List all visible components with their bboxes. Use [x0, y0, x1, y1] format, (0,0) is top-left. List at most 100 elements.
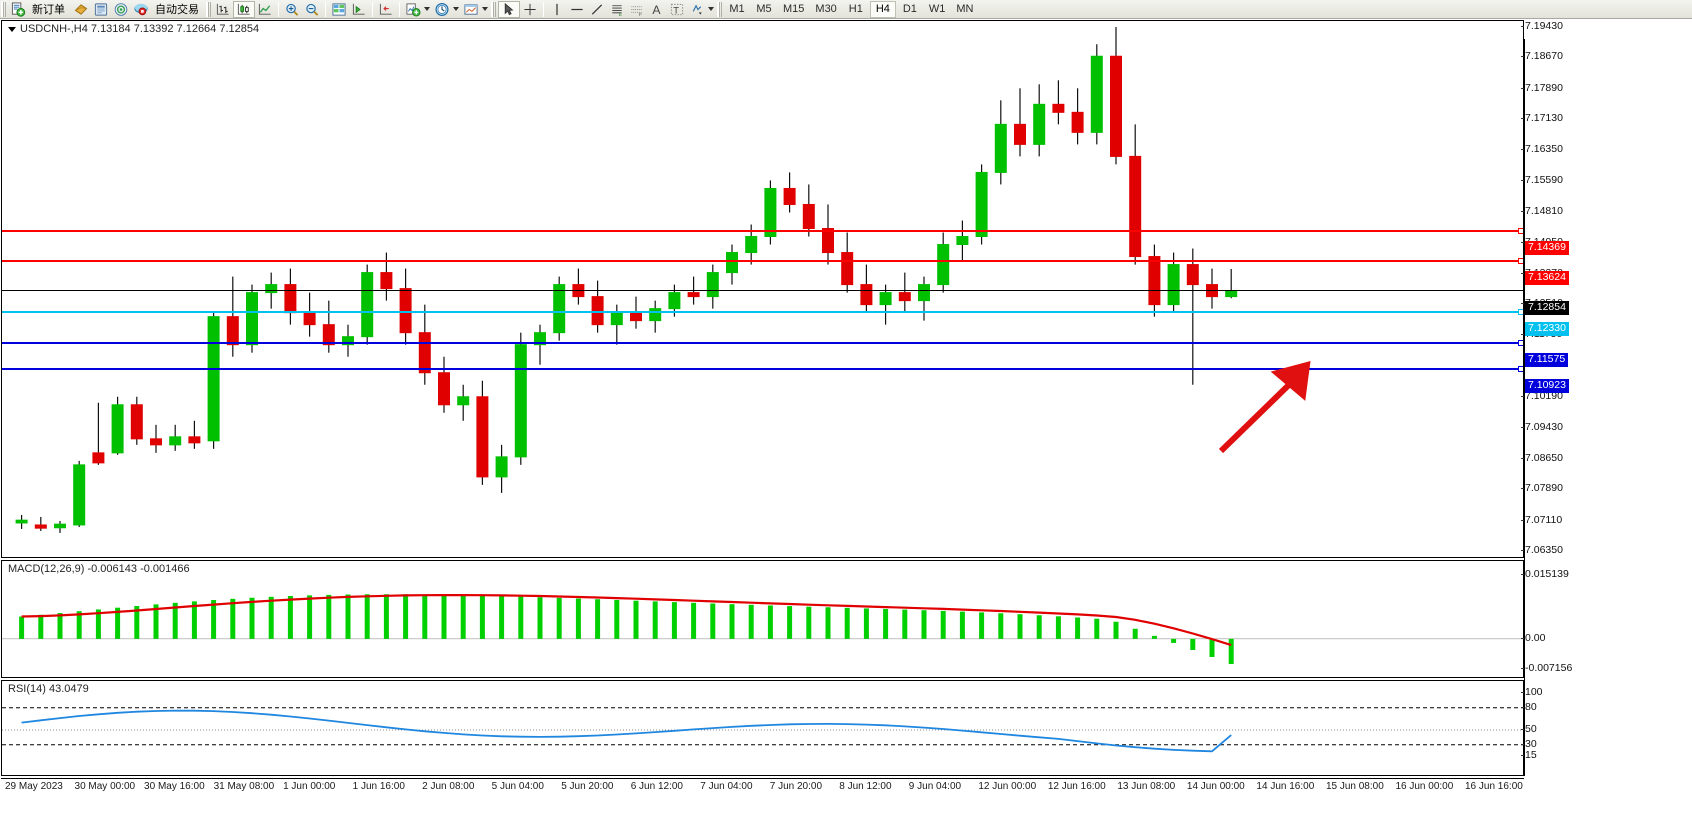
rsi-label: RSI(14) 43.0479 — [7, 683, 90, 695]
svg-text:E: E — [619, 12, 622, 17]
level-handle[interactable] — [1518, 309, 1523, 316]
period-button[interactable] — [432, 1, 461, 18]
text-icon: A — [652, 3, 661, 17]
signals-button[interactable] — [111, 1, 131, 18]
level-line-support-blue-lower[interactable] — [2, 365, 1523, 372]
bar-chart-button[interactable] — [213, 1, 233, 18]
level-line-resistance-red-upper[interactable] — [2, 227, 1523, 234]
templates-button[interactable] — [461, 1, 490, 18]
symbol-caret-icon[interactable] — [8, 26, 16, 32]
price-scale-axis — [1524, 39, 1525, 776]
toolbar-grip-2[interactable] — [206, 1, 211, 17]
candlestick-chart-button[interactable] — [233, 0, 255, 18]
equidistant-channel-button[interactable]: F — [627, 1, 647, 18]
macd-tick: -0.007156 — [1520, 662, 1573, 674]
text-button[interactable]: A — [647, 1, 667, 18]
line-chart-icon — [258, 3, 271, 15]
chart-area[interactable]: USDCNH-,H4 7.13184 7.13392 7.12664 7.128… — [0, 19, 1692, 837]
timeframe-d1[interactable]: D1 — [902, 3, 917, 15]
toolbar-grip-3[interactable] — [491, 1, 496, 17]
level-line-resistance-red-lower[interactable] — [2, 257, 1523, 264]
timeframe-m15[interactable]: M15 — [783, 3, 805, 15]
timeframe-w1[interactable]: W1 — [928, 3, 946, 15]
price-tick: 7.09430 — [1521, 420, 1563, 433]
indicators-icon — [406, 2, 421, 17]
trendline-button[interactable] — [587, 1, 607, 18]
time-label: 8 Jun 12:00 — [839, 781, 892, 792]
time-axis[interactable]: 29 May 2023 30 May 00:00 30 May 16:00 31 Ma… — [1, 778, 1524, 795]
horizontal-line-icon — [571, 8, 583, 10]
svg-text:F: F — [639, 12, 642, 17]
level-line-cyan-level[interactable] — [2, 309, 1523, 316]
objects-button[interactable] — [687, 1, 716, 18]
cursor-button[interactable] — [498, 0, 520, 18]
time-label: 2 Jun 08:00 — [422, 781, 475, 792]
text-label-icon: T — [670, 3, 684, 15]
text-label-button[interactable]: T — [667, 1, 687, 18]
auto-scroll-icon — [352, 3, 365, 15]
fibonacci-icon: E — [612, 4, 622, 17]
news-button[interactable] — [91, 1, 111, 18]
timeframe-m30[interactable]: M30 — [815, 3, 837, 15]
fibonacci-button[interactable]: E — [607, 1, 627, 18]
rsi-pane[interactable]: RSI(14) 43.0479 — [1, 680, 1524, 776]
new-order-button[interactable]: 新订单 — [8, 1, 71, 18]
macd-scale[interactable]: 0.015139 0.00 -0.007156 — [1520, 560, 1595, 678]
objects-icon — [692, 3, 702, 15]
price-tick: 7.17130 — [1521, 112, 1563, 125]
rsi-scale[interactable]: 100 80 50 30 15 — [1521, 680, 1595, 776]
autotrading-icon — [134, 3, 148, 15]
time-label: 30 May 00:00 — [74, 781, 136, 792]
rsi-tick: 15 — [1521, 748, 1537, 761]
price-pane[interactable]: USDCNH-,H4 7.13184 7.13392 7.12664 7.128… — [1, 20, 1524, 558]
crosshair-button[interactable] — [520, 1, 540, 18]
indicators-chevron-down-icon[interactable] — [424, 7, 430, 11]
toolbar-separator-1 — [278, 1, 279, 17]
timeframe-h4[interactable]: H4 — [869, 0, 896, 18]
news-icon — [94, 2, 108, 16]
zoom-in-button[interactable] — [282, 1, 302, 18]
time-label: 16 Jun 00:00 — [1395, 781, 1454, 792]
time-label: 31 May 08:00 — [213, 781, 275, 792]
chart-shift-button[interactable] — [376, 1, 396, 18]
zoom-out-icon — [306, 3, 319, 16]
autotrading-button[interactable]: 自动交易 — [131, 1, 205, 18]
level-handle[interactable] — [1518, 227, 1523, 234]
timeframe-group: M1 M5 M15 M30 H1 H4 D1 W1 MN — [724, 0, 978, 18]
horizontal-line-button[interactable] — [567, 1, 587, 18]
toolbar-grip[interactable] — [1, 1, 6, 17]
rsi-tick: 50 — [1521, 723, 1537, 735]
templates-chevron-down-icon[interactable] — [482, 7, 488, 11]
macd-label: MACD(12,26,9) -0.006143 -0.001466 — [7, 563, 191, 575]
timeframe-h1[interactable]: H1 — [848, 3, 863, 15]
auto-scroll-button[interactable] — [349, 1, 369, 18]
level-line-bid-price[interactable] — [2, 290, 1523, 292]
time-label: 1 Jun 16:00 — [352, 781, 405, 792]
objects-chevron-down-icon[interactable] — [708, 7, 714, 11]
data-window-button[interactable] — [329, 1, 349, 18]
timeframe-mn[interactable]: MN — [956, 3, 974, 15]
toolbar-grip-4[interactable] — [717, 1, 722, 17]
period-chevron-down-icon[interactable] — [453, 7, 459, 11]
svg-text:A: A — [652, 3, 661, 17]
macd-series — [2, 593, 1523, 665]
zoom-out-button[interactable] — [302, 1, 322, 18]
period-icon — [435, 2, 449, 16]
time-label: 16 Jun 16:00 — [1465, 781, 1523, 792]
expert-advisors-button[interactable] — [71, 1, 91, 18]
time-label: 29 May 2023 — [5, 781, 63, 792]
level-handle[interactable] — [1518, 365, 1523, 372]
timeframe-m5[interactable]: M5 — [756, 3, 772, 15]
level-handle[interactable] — [1518, 257, 1523, 264]
level-line-support-blue-upper[interactable] — [2, 339, 1523, 346]
timeframe-m1[interactable]: M1 — [729, 3, 745, 15]
price-scale[interactable]: 7.19430 7.18670 7.17890 7.17130 7.16350 7.155… — [1520, 20, 1595, 558]
level-handle[interactable] — [1518, 339, 1523, 346]
line-chart-button[interactable] — [255, 1, 275, 18]
time-label: 14 Jun 00:00 — [1186, 781, 1245, 792]
macd-pane[interactable]: MACD(12,26,9) -0.006143 -0.001466 — [1, 560, 1524, 678]
indicators-button[interactable] — [403, 1, 432, 18]
vertical-line-button[interactable] — [547, 1, 567, 18]
up-arrow-annotation[interactable] — [1207, 351, 1327, 461]
time-label: 12 Jun 16:00 — [1047, 781, 1106, 792]
